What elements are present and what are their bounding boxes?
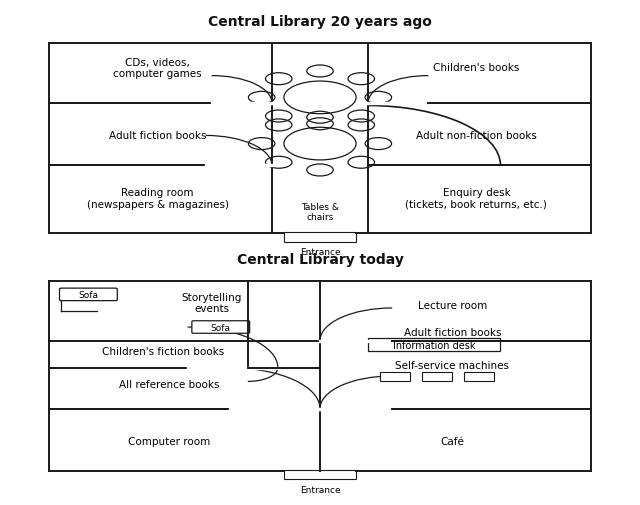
Text: Tables &
chairs: Tables & chairs (301, 203, 339, 222)
Text: CDs, videos,
computer games: CDs, videos, computer games (113, 58, 202, 79)
Title: Central Library today: Central Library today (237, 252, 403, 267)
Text: Children's books: Children's books (433, 63, 520, 73)
Text: Entrance: Entrance (300, 485, 340, 494)
Text: Entrance: Entrance (300, 247, 340, 257)
Bar (465, 372, 495, 382)
Text: Lecture room: Lecture room (418, 300, 487, 311)
Bar (284, 232, 356, 242)
Bar (422, 372, 452, 382)
Text: Children's fiction books: Children's fiction books (102, 347, 225, 357)
Title: Central Library 20 years ago: Central Library 20 years ago (208, 15, 432, 29)
Text: Computer room: Computer room (129, 436, 211, 446)
Text: Adult fiction books: Adult fiction books (109, 131, 206, 141)
Text: All reference books: All reference books (119, 379, 220, 389)
Text: Reading room
(newspapers & magazines): Reading room (newspapers & magazines) (86, 188, 228, 210)
Text: Storytelling
events: Storytelling events (182, 292, 242, 314)
FancyBboxPatch shape (60, 288, 117, 301)
Text: Sofa: Sofa (211, 323, 231, 332)
Text: Adult non-fiction books: Adult non-fiction books (416, 131, 537, 141)
Bar (284, 470, 356, 479)
Text: Enquiry desk
(tickets, book returns, etc.): Enquiry desk (tickets, book returns, etc… (406, 188, 547, 210)
Text: Sofa: Sofa (78, 290, 99, 299)
Text: Information desk: Information desk (393, 340, 476, 350)
FancyBboxPatch shape (192, 321, 250, 334)
Bar (368, 338, 500, 352)
Text: Café: Café (440, 436, 464, 446)
Text: Self-service machines: Self-service machines (396, 361, 509, 370)
Text: Adult fiction books: Adult fiction books (404, 328, 501, 338)
Bar (380, 372, 410, 382)
